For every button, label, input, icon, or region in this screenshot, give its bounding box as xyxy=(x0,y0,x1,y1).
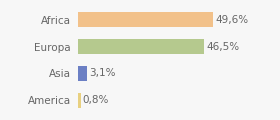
Bar xyxy=(78,66,87,81)
Text: 49,6%: 49,6% xyxy=(215,15,248,25)
Bar xyxy=(78,12,213,27)
Text: 3,1%: 3,1% xyxy=(89,68,115,78)
Text: 0,8%: 0,8% xyxy=(83,95,109,105)
Bar xyxy=(78,39,204,54)
Bar xyxy=(78,93,81,108)
Text: 46,5%: 46,5% xyxy=(207,42,240,52)
